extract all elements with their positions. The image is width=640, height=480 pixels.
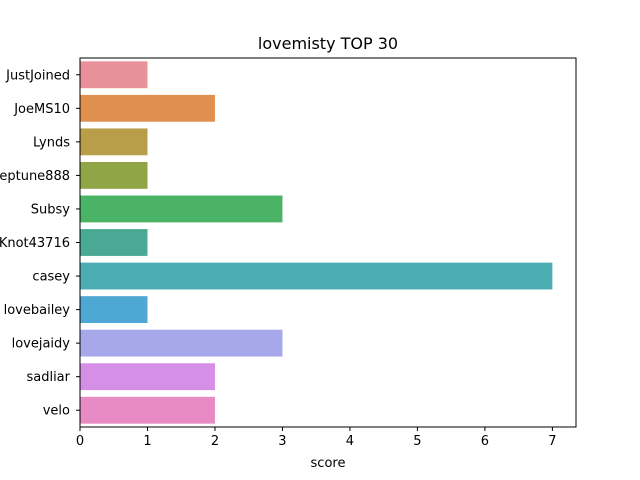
bar	[80, 363, 215, 391]
bar	[80, 296, 148, 324]
x-tick-label: 6	[481, 434, 489, 449]
bar	[80, 396, 215, 424]
x-tick-label: 3	[278, 434, 286, 449]
y-tick-label: JustJoined	[5, 68, 70, 83]
x-tick-label: 4	[346, 434, 354, 449]
x-tick-label: 5	[413, 434, 421, 449]
bar	[80, 229, 148, 256]
bar	[80, 329, 283, 357]
chart-title: lovemisty TOP 30	[258, 34, 398, 53]
x-tick-label: 1	[143, 434, 151, 449]
y-tick-label: velo	[43, 404, 70, 419]
y-tick-label: Lynds	[33, 135, 70, 150]
bar	[80, 94, 215, 122]
bar	[80, 128, 148, 156]
bars	[80, 61, 553, 424]
bar	[80, 61, 148, 89]
y-tick-label: Knot43716	[0, 236, 70, 251]
bar	[80, 161, 148, 189]
x-axis: 0 1 2 3 4 5 6 7	[76, 427, 557, 449]
y-tick-label: casey	[32, 270, 70, 285]
x-axis-label: score	[311, 456, 346, 471]
x-tick-label: 0	[76, 434, 84, 449]
y-tick-label: JoeMS10	[13, 102, 70, 117]
y-tick-label: lovejaidy	[12, 337, 71, 352]
y-axis: JustJoined JoeMS10 Lynds eptune888 Subsy Knot…	[0, 68, 80, 419]
y-tick-label: Subsy	[31, 202, 71, 217]
bar	[80, 195, 283, 223]
y-tick-label: eptune888	[0, 169, 70, 184]
plot-frame	[79, 57, 577, 428]
y-tick-label: lovebailey	[4, 303, 71, 318]
x-tick-label: 7	[548, 434, 556, 449]
bar	[80, 262, 553, 290]
y-tick-label: sadliar	[26, 370, 70, 385]
x-tick-label: 2	[211, 434, 219, 449]
